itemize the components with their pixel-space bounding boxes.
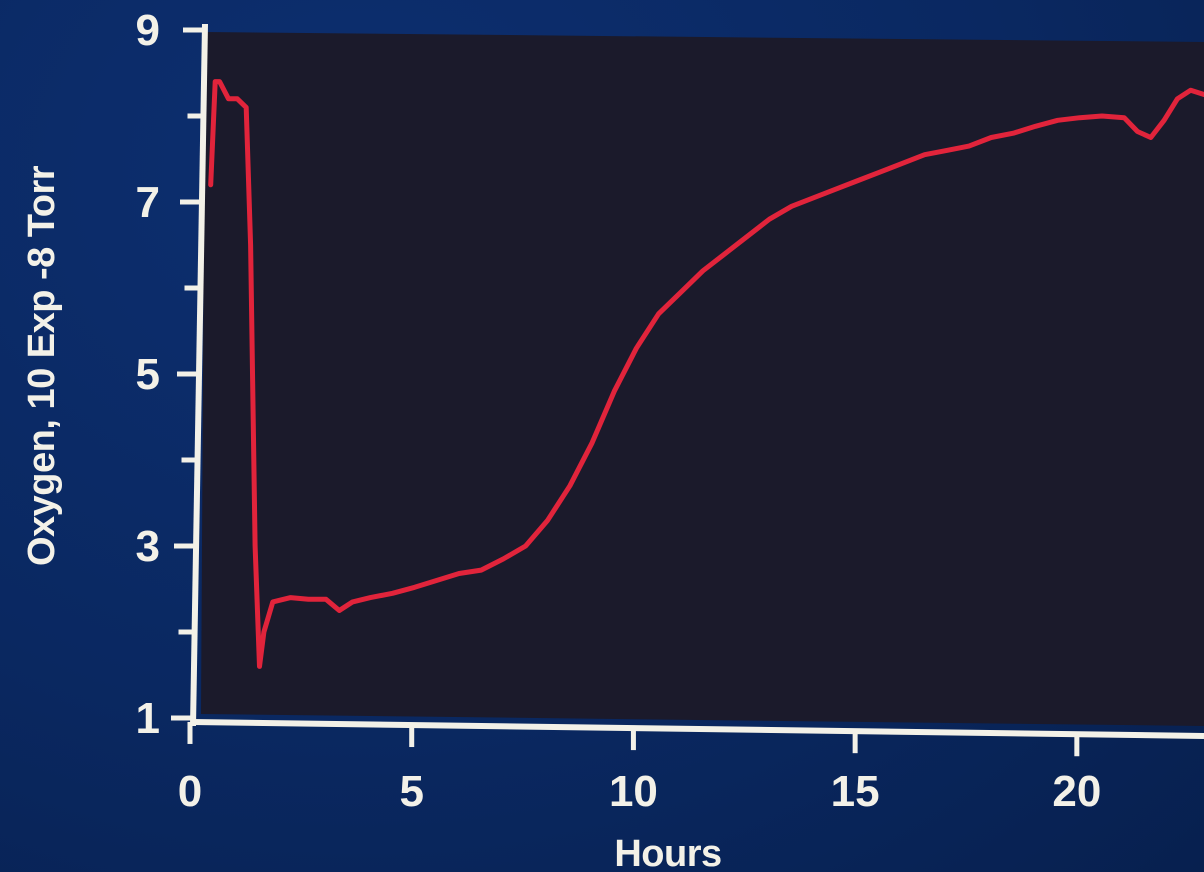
y-tick-label: 1 [136, 694, 160, 743]
x-axis-line [192, 719, 1204, 739]
plot-background [201, 32, 1204, 726]
x-tick-label: 10 [609, 767, 658, 816]
y-axis-title: Oxygen, 10 Exp -8 Torr [21, 165, 63, 566]
y-tick-label: 9 [136, 6, 160, 55]
x-tick-label: 5 [399, 767, 423, 816]
y-tick-label: 5 [136, 350, 160, 399]
y-tick-label: 7 [136, 178, 160, 227]
x-axis-title: Hours [614, 833, 721, 872]
x-tick-label: 0 [178, 767, 202, 816]
oxygen-series-line [208, 79, 1204, 669]
x-tick-label: 20 [1052, 767, 1101, 816]
x-tick-label: 15 [831, 767, 880, 816]
y-tick-label: 3 [136, 522, 160, 571]
